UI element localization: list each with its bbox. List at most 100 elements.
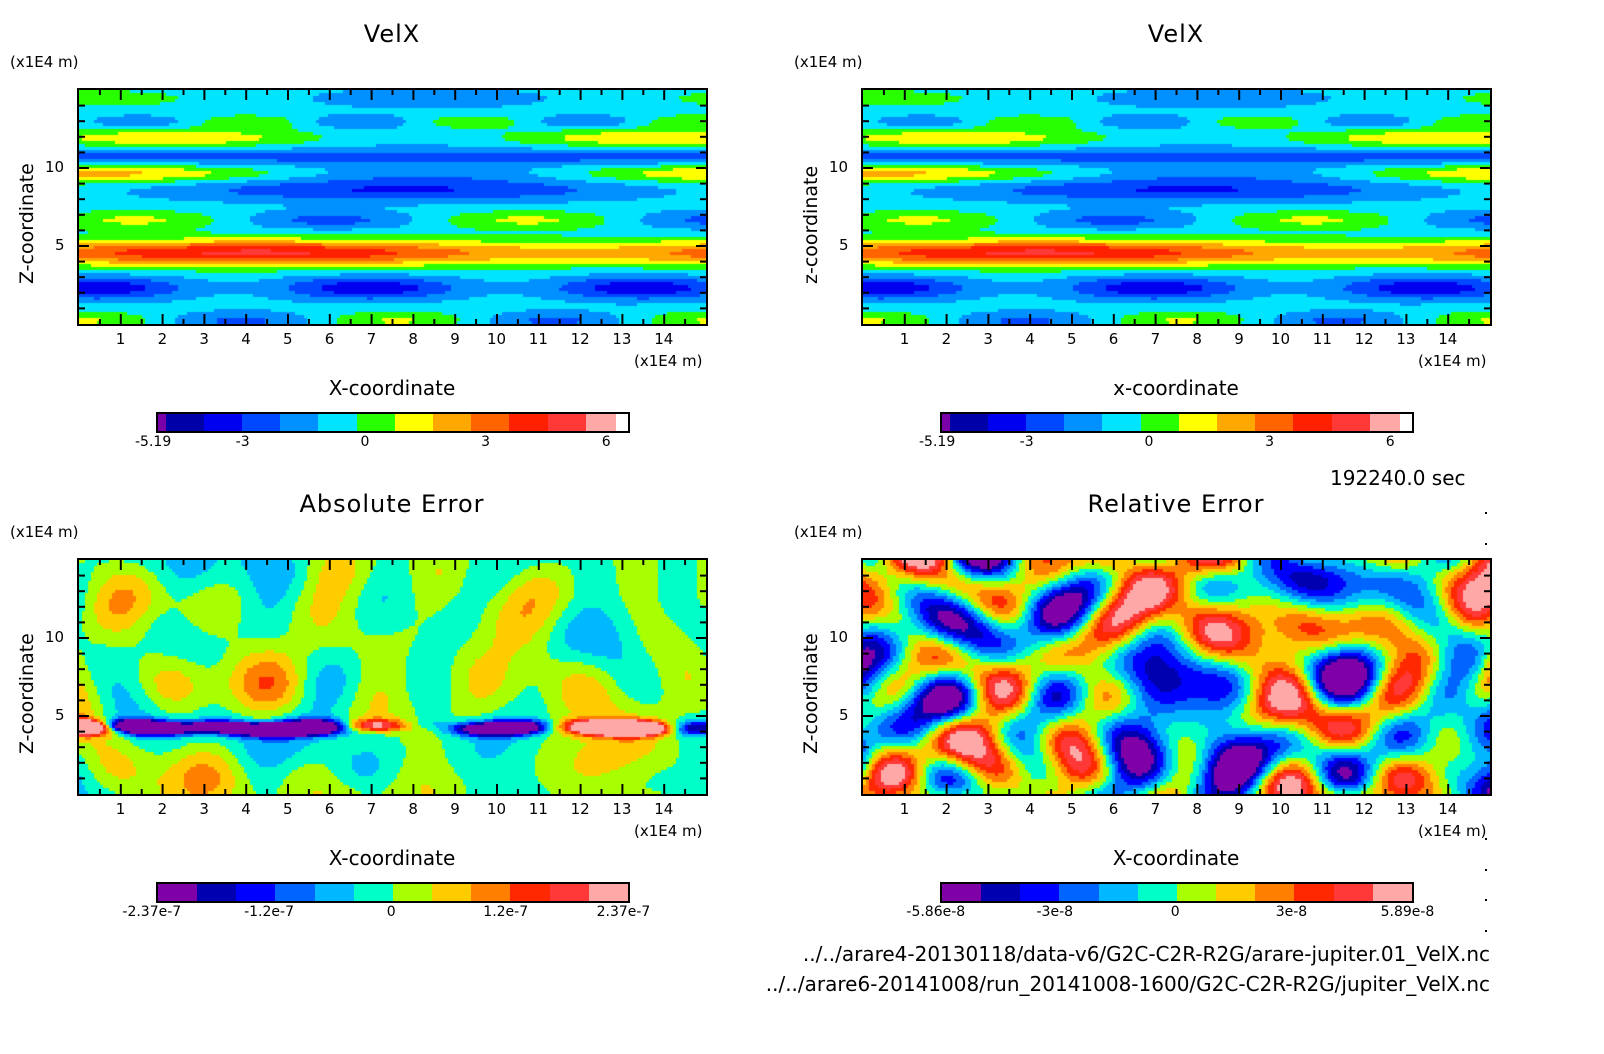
x-tick-label: 14: [1438, 800, 1458, 818]
colorbar-swatch: [509, 414, 548, 431]
y-axis-label: Z-coordinate: [16, 633, 38, 754]
colorbar-swatch: [433, 414, 472, 431]
y-axis-unit: (x1E4 m): [794, 523, 863, 541]
x-tick-label: 5: [283, 330, 293, 348]
heatmap-plot: [861, 558, 1492, 796]
x-tick-label: 3: [983, 800, 993, 818]
file-path: ../../arare4-20130118/data-v6/G2C-C2R-R2…: [802, 942, 1490, 966]
x-tick-label: 2: [941, 330, 952, 348]
colorbar-tick-label: -1.2e-7: [244, 904, 294, 920]
colorbar: [940, 412, 1414, 433]
decorative-dot: [1485, 543, 1487, 545]
colorbar-swatch: [203, 414, 243, 431]
colorbar-swatch: [275, 884, 315, 901]
decorative-dot: [1485, 899, 1487, 901]
y-axis-unit: (x1E4 m): [794, 53, 863, 71]
x-tick-label: 1: [115, 800, 126, 818]
colorbar-tick-label: 0: [386, 904, 396, 920]
x-tick-label: 4: [241, 330, 251, 348]
x-axis-unit: (x1E4 m): [634, 822, 703, 840]
x-tick-label: 6: [1108, 800, 1119, 818]
x-tick-label: 6: [324, 800, 335, 818]
x-tick-label: 7: [1150, 330, 1161, 348]
chart-title: VelX: [363, 20, 421, 48]
colorbar-swatch: [1020, 884, 1060, 901]
x-tick-label: 13: [612, 330, 632, 348]
colorbar-swatch: [987, 414, 1027, 431]
colorbar-swatch: [158, 884, 198, 901]
colorbar-swatch: [158, 414, 166, 431]
colorbar-tick-label: 3: [1265, 434, 1274, 450]
y-tick-label: 5: [839, 706, 849, 724]
colorbar-swatch: [1026, 414, 1065, 431]
colorbar-swatch: [392, 884, 433, 901]
heatmap-field: [863, 560, 1490, 794]
x-tick-label: 7: [1150, 800, 1161, 818]
colorbar-swatch: [432, 884, 472, 901]
chart-panel-1: VelX (x1E4 m) Z-coordinate 1 2 3 4 5 6 7 8 9 10 11 12 1…: [0, 0, 784, 470]
colorbar-swatch: [1098, 884, 1138, 901]
x-tick-label: 9: [1234, 800, 1244, 818]
x-tick-label: 4: [241, 800, 251, 818]
colorbar-swatch: [197, 884, 237, 901]
y-tick-label: 10: [829, 628, 849, 646]
x-tick-label: 1: [115, 330, 126, 348]
x-tick-label: 7: [366, 330, 377, 348]
colorbar-tick-label: 0: [1170, 904, 1180, 920]
time-label: 192240.0 sec: [1330, 466, 1466, 490]
x-tick-label: 8: [408, 800, 418, 818]
x-tick-label: 14: [654, 330, 674, 348]
x-axis-label: x-coordinate: [1113, 376, 1239, 400]
colorbar-swatch: [1333, 884, 1373, 901]
colorbar-swatch: [1176, 884, 1217, 901]
y-axis-label: Z-coordinate: [16, 163, 38, 284]
heatmap-field: [863, 90, 1490, 324]
heatmap-plot: [77, 88, 708, 326]
colorbar-swatch: [1059, 884, 1099, 901]
colorbar-swatch: [1137, 884, 1177, 901]
x-axis-unit: (x1E4 m): [634, 352, 703, 370]
x-tick-label: 1: [899, 330, 910, 348]
x-tick-label: 3: [199, 800, 209, 818]
x-tick-label: 11: [1312, 330, 1332, 348]
x-tick-label: 11: [528, 800, 548, 818]
colorbar-tick-label: -5.19: [135, 434, 172, 450]
x-tick-label: 10: [487, 330, 507, 348]
chart-title: Relative Error: [1087, 490, 1265, 518]
colorbar-swatch: [942, 414, 950, 431]
colorbar-swatch: [356, 414, 395, 431]
y-axis-unit: (x1E4 m): [10, 523, 79, 541]
x-tick-label: 8: [1192, 800, 1202, 818]
x-tick-label: 10: [1271, 330, 1291, 348]
x-tick-label: 5: [1067, 330, 1077, 348]
decorative-dot: [1485, 869, 1487, 871]
x-tick-label: 1: [899, 800, 910, 818]
x-axis-unit: (x1E4 m): [1418, 352, 1487, 370]
x-axis-unit: (x1E4 m): [1418, 822, 1487, 840]
heatmap-field: [79, 560, 706, 794]
x-tick-label: 9: [450, 800, 460, 818]
colorbar-swatch: [1217, 414, 1256, 431]
colorbar-tick-label: 3: [481, 434, 490, 450]
colorbar-swatch: [471, 414, 510, 431]
colorbar: [156, 412, 630, 433]
decorative-dot: [1485, 512, 1487, 514]
colorbar-swatch: [1372, 884, 1412, 901]
x-tick-label: 6: [1108, 330, 1119, 348]
chart-panel-4: Relative Error (x1E4 m) Z-coordinate 1 2 3 4 5 6…: [784, 470, 1568, 940]
colorbar-swatch: [1255, 414, 1294, 431]
decorative-dot: [1485, 930, 1487, 932]
colorbar-swatch: [471, 884, 511, 901]
axis-ticks: [79, 560, 706, 794]
colorbar-swatch: [547, 414, 586, 431]
y-tick-label: 5: [55, 236, 65, 254]
colorbar-swatch: [394, 414, 434, 431]
colorbar-swatch: [549, 884, 589, 901]
y-tick-label: 10: [45, 158, 65, 176]
colorbar-swatch: [236, 884, 276, 901]
chart-panel-3: Absolute Error (x1E4 m) Z-coordinate 1 2 3 4 5 6…: [0, 470, 784, 940]
axis-ticks: [79, 90, 706, 324]
x-tick-label: 7: [366, 800, 377, 818]
x-tick-label: 12: [1354, 330, 1374, 348]
x-tick-label: 14: [654, 800, 674, 818]
